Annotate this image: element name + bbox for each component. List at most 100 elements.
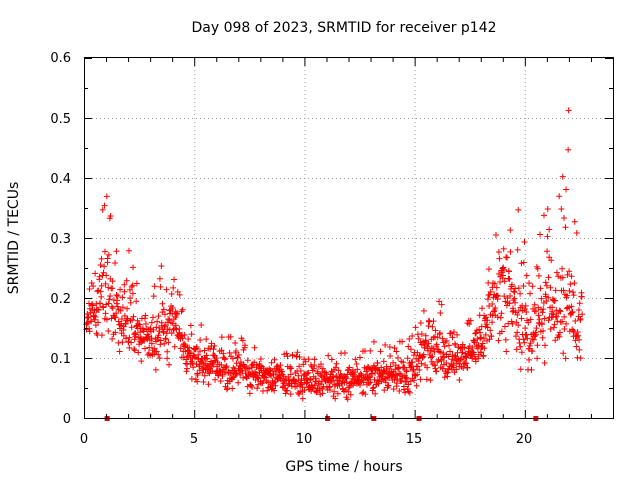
data-point (515, 285, 522, 292)
data-point (212, 376, 219, 383)
data-point (571, 218, 578, 225)
data-point (210, 346, 217, 353)
y-tick-label-0.5: 0.5 (50, 112, 71, 127)
data-point (359, 390, 366, 397)
data-point (109, 278, 116, 285)
data-point (171, 343, 178, 350)
data-point (525, 319, 532, 326)
data-point (450, 328, 457, 335)
data-point (101, 263, 108, 270)
data-point (412, 372, 419, 379)
data-point (445, 366, 452, 373)
x-tick-label-0: 0 (80, 432, 88, 447)
data-point (306, 376, 313, 383)
data-point (549, 308, 556, 315)
data-point (495, 248, 502, 255)
data-point (157, 341, 164, 348)
data-point (447, 330, 454, 337)
data-point (469, 344, 476, 351)
data-point (466, 321, 473, 328)
data-point (403, 375, 410, 382)
data-point (479, 340, 486, 347)
data-point (543, 298, 550, 305)
data-point (464, 364, 471, 371)
data-point (112, 329, 119, 336)
data-point (409, 333, 416, 340)
data-point (326, 384, 333, 391)
data-point (475, 355, 482, 362)
data-point (205, 381, 212, 388)
data-point (192, 345, 199, 352)
data-point (374, 377, 381, 384)
data-point (190, 364, 197, 371)
data-point (563, 320, 570, 327)
data-point (411, 377, 418, 384)
data-point (488, 333, 495, 340)
data-point (362, 391, 369, 398)
data-point (317, 361, 324, 368)
data-point (164, 348, 171, 355)
data-point (486, 336, 493, 343)
data-point (200, 379, 207, 386)
data-point (493, 284, 500, 291)
data-point (161, 340, 168, 347)
data-point (553, 313, 560, 320)
data-point (522, 325, 529, 332)
data-point (477, 329, 484, 336)
data-point (85, 300, 92, 307)
data-point (106, 296, 113, 303)
data-point (191, 353, 198, 360)
data-point (264, 387, 271, 394)
data-point (150, 327, 157, 334)
data-point (510, 288, 517, 295)
data-point (452, 352, 459, 359)
data-point (114, 297, 121, 304)
data-point (219, 373, 226, 380)
data-point (157, 337, 164, 344)
data-point (97, 288, 104, 295)
data-point (181, 332, 188, 339)
data-point (204, 355, 211, 362)
data-point (197, 336, 204, 343)
data-point (560, 287, 567, 294)
data-point (566, 287, 573, 294)
data-point (229, 374, 236, 381)
data-point (418, 360, 425, 367)
data-point (547, 284, 554, 291)
data-point (86, 328, 93, 335)
data-point (501, 278, 508, 285)
data-point (522, 302, 529, 309)
data-point (101, 248, 108, 255)
data-point (537, 231, 544, 238)
data-point (108, 303, 115, 310)
data-point (168, 330, 175, 337)
data-point (492, 305, 499, 312)
y-tick-label-0.2: 0.2 (50, 292, 71, 307)
data-point (573, 343, 580, 350)
data-point (229, 385, 236, 392)
data-point (409, 359, 416, 366)
data-point (177, 345, 184, 352)
data-point (200, 360, 207, 367)
data-point (157, 283, 164, 290)
data-point (415, 357, 422, 364)
data-point (325, 352, 332, 359)
data-point (566, 268, 573, 275)
data-point (557, 308, 564, 315)
data-point (205, 364, 212, 371)
data-point (422, 332, 429, 339)
y-tick-labels: 0 0.1 0.2 0.3 0.4 0.5 0.6 (50, 51, 71, 427)
data-point (511, 295, 518, 302)
data-point (155, 313, 162, 320)
data-point (535, 312, 542, 319)
data-point (247, 382, 254, 389)
data-point (515, 322, 522, 329)
data-point (429, 353, 436, 360)
data-point (194, 370, 201, 377)
data-point (319, 390, 326, 397)
data-point (420, 307, 427, 314)
y-tick-label-0.6: 0.6 (50, 51, 71, 66)
data-point (230, 364, 237, 371)
data-point (116, 348, 123, 355)
data-point (98, 332, 105, 339)
